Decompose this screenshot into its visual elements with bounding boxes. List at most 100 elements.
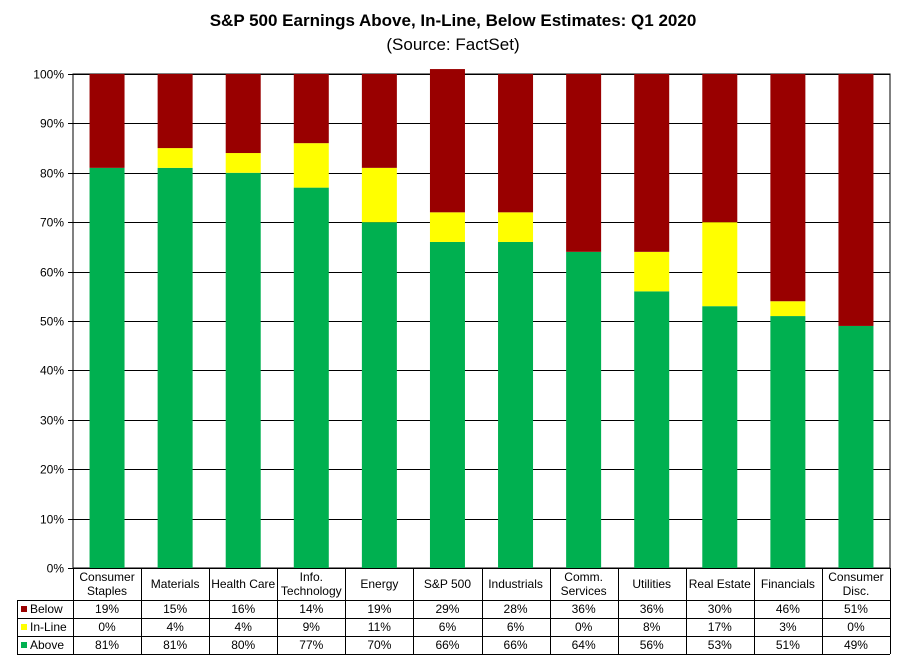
x-tick-label: Comm. xyxy=(564,570,603,584)
legend-key-in-line xyxy=(21,624,27,630)
bar-above xyxy=(566,251,602,568)
y-tick-label: 100% xyxy=(33,68,64,82)
bar-in-line xyxy=(157,148,193,168)
chart-title: S&P 500 Earnings Above, In-Line, Below E… xyxy=(209,11,697,30)
data-label: 6% xyxy=(507,620,525,634)
bar-below xyxy=(702,74,738,223)
x-tick-label: Consumer xyxy=(79,570,134,584)
bar-below xyxy=(89,74,125,168)
y-tick-label: 60% xyxy=(40,266,64,280)
data-label: 8% xyxy=(643,620,661,634)
y-tick-label: 40% xyxy=(40,364,64,378)
data-label: 46% xyxy=(776,602,800,616)
bar-above xyxy=(225,172,261,569)
data-label: 0% xyxy=(575,620,593,634)
bar-in-line xyxy=(225,153,261,173)
bar-below xyxy=(361,74,397,168)
x-tick-label: Financials xyxy=(761,577,815,591)
legend-label: Below xyxy=(30,602,63,616)
x-tick-label: Health Care xyxy=(211,577,275,591)
legend-label: In-Line xyxy=(30,620,67,634)
data-label: 66% xyxy=(504,638,528,652)
y-tick-label: 30% xyxy=(40,414,64,428)
data-label: 53% xyxy=(708,638,732,652)
y-tick-label: 70% xyxy=(40,216,64,230)
data-label: 77% xyxy=(299,638,323,652)
data-label: 56% xyxy=(640,638,664,652)
x-tick-label: Real Estate xyxy=(689,577,751,591)
bar-above xyxy=(361,222,397,568)
data-label: 70% xyxy=(367,638,391,652)
data-label: 19% xyxy=(367,602,391,616)
bar-below xyxy=(770,74,806,302)
data-label: 0% xyxy=(98,620,116,634)
data-label: 6% xyxy=(439,620,457,634)
bar-above xyxy=(429,241,465,568)
y-tick-label: 80% xyxy=(40,167,64,181)
bar-above xyxy=(702,306,738,568)
x-tick-label: Info. xyxy=(300,570,323,584)
data-label: 0% xyxy=(847,620,865,634)
x-tick-label: Materials xyxy=(151,577,200,591)
data-label: 36% xyxy=(572,602,596,616)
data-label: 15% xyxy=(163,602,187,616)
x-tick-label: Staples xyxy=(87,584,127,598)
x-tick-label: Industrials xyxy=(488,577,543,591)
data-label: 17% xyxy=(708,620,732,634)
data-label: 51% xyxy=(844,602,868,616)
data-label: 14% xyxy=(299,602,323,616)
data-label: 81% xyxy=(95,638,119,652)
y-tick-label: 50% xyxy=(40,315,64,329)
bar-below xyxy=(838,74,874,326)
data-label: 4% xyxy=(166,620,184,634)
y-tick-label: 90% xyxy=(40,117,64,131)
bar-above xyxy=(634,291,670,568)
data-label: 80% xyxy=(231,638,255,652)
x-tick-label: Consumer xyxy=(828,570,883,584)
data-label: 29% xyxy=(435,602,459,616)
bar-below xyxy=(498,74,534,213)
bar-above xyxy=(838,325,874,568)
bar-in-line xyxy=(293,143,329,188)
x-tick-label: Services xyxy=(561,584,607,598)
bar-in-line xyxy=(702,222,738,307)
data-label: 19% xyxy=(95,602,119,616)
data-label: 30% xyxy=(708,602,732,616)
data-label: 51% xyxy=(776,638,800,652)
bar-below xyxy=(429,69,465,213)
data-label: 4% xyxy=(235,620,253,634)
bar-above xyxy=(293,187,329,568)
bar-above xyxy=(498,241,534,568)
bar-above xyxy=(89,167,125,569)
x-tick-label: S&P 500 xyxy=(424,577,471,591)
data-label: 81% xyxy=(163,638,187,652)
x-tick-label: Technology xyxy=(281,584,342,598)
chart-subtitle: (Source: FactSet) xyxy=(386,35,520,54)
data-label: 9% xyxy=(303,620,321,634)
bar-in-line xyxy=(498,212,534,242)
data-label: 11% xyxy=(368,620,391,634)
bar-in-line xyxy=(770,301,806,317)
bar-below xyxy=(293,74,329,144)
data-label: 36% xyxy=(640,602,664,616)
bar-below xyxy=(566,74,602,252)
data-label: 28% xyxy=(504,602,528,616)
data-label: 3% xyxy=(779,620,797,634)
y-tick-label: 0% xyxy=(47,562,65,576)
data-label: 64% xyxy=(572,638,596,652)
bar-below xyxy=(157,74,193,149)
data-label: 49% xyxy=(844,638,868,652)
bar-below xyxy=(634,74,670,252)
bar-above xyxy=(157,167,193,569)
legend-key-above xyxy=(21,642,27,648)
y-tick-label: 20% xyxy=(40,463,64,477)
legend-label: Above xyxy=(30,638,64,652)
bar-in-line xyxy=(361,167,397,223)
legend-key-below xyxy=(21,606,27,612)
x-tick-label: Utilities xyxy=(632,577,671,591)
bar-in-line xyxy=(429,212,465,242)
bar-in-line xyxy=(634,251,670,292)
bar-above xyxy=(770,316,806,568)
